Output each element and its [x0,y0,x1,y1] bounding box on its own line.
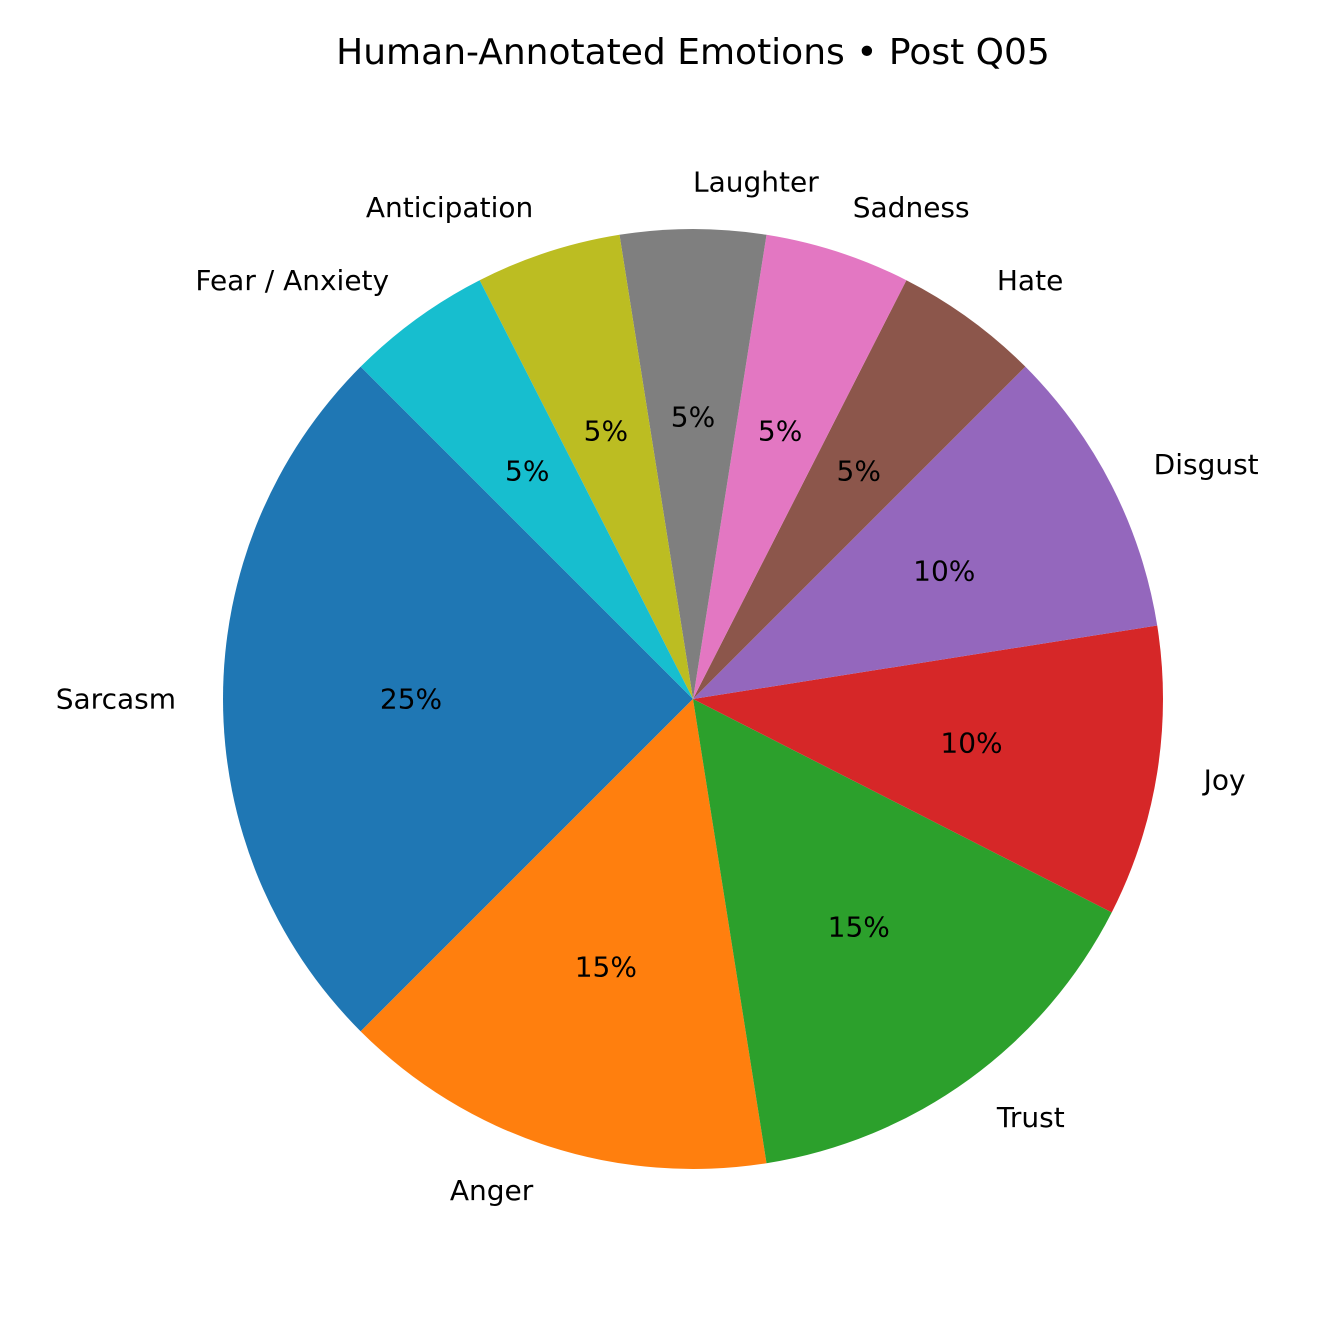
slice-label: Anger [450,1174,534,1207]
percent-label: 15% [575,951,637,984]
percent-label: 5% [758,414,802,447]
slice-label: Hate [997,264,1063,297]
percent-label: 25% [380,683,442,716]
percent-labels: 25% 15% 15% 10% 10% 5% 5% 5% 5% 5% [380,401,1003,984]
slice-label: Sadness [853,191,970,224]
percent-label: 10% [913,554,975,587]
slice-label: Joy [1202,763,1246,796]
percent-label: 10% [940,727,1002,760]
slice-label: Trust [996,1101,1065,1134]
percent-label: 5% [837,454,881,487]
slice-label: Disgust [1154,448,1259,481]
pie-slice-anticipation [479,234,693,699]
pie-slice-disgust [693,366,1158,699]
percent-label: 5% [584,414,628,447]
chart-title: Human-Annotated Emotions • Post Q05 [336,32,1050,73]
pie-slice-fear-anxiety [360,280,693,699]
pie-slice-joy [693,625,1163,913]
slice-label: Laughter [693,166,819,199]
pie-slices [223,229,1163,1169]
pie-slice-laughter [619,229,767,699]
pie-slice-anger [360,699,767,1169]
percent-label: 5% [671,401,715,434]
percent-label: 15% [828,911,890,944]
pie-slice-hate [693,280,1026,699]
percent-label: 5% [505,454,549,487]
pie-slice-sarcasm [223,366,694,1032]
pie-slice-sadness [693,234,907,699]
pie-slice-trust [693,699,1112,1164]
slice-label: Anticipation [366,191,533,224]
slice-labels: Sarcasm Anger Trust Joy Disgust Hate Sadness La… [56,166,1259,1208]
slice-label: Fear / Anxiety [195,264,389,297]
slice-label: Sarcasm [56,683,176,716]
